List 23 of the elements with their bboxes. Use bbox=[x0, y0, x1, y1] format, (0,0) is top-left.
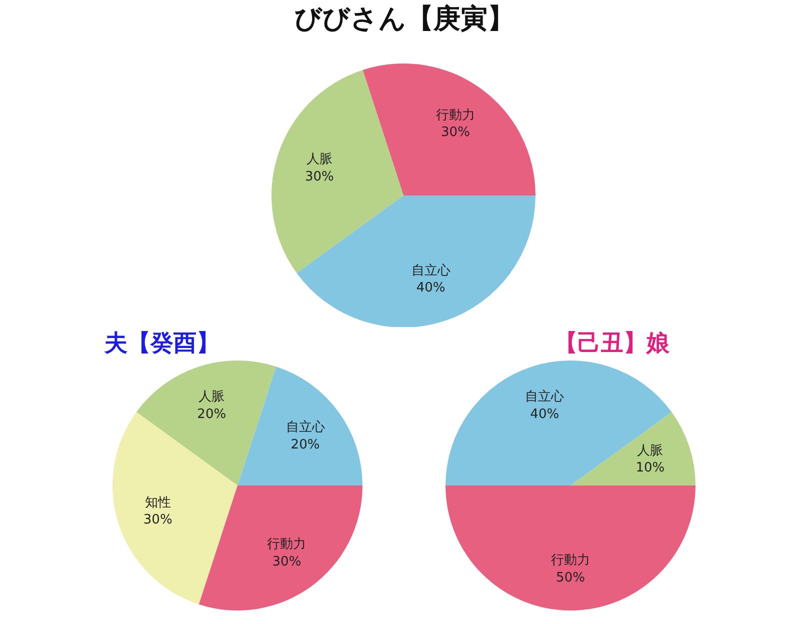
data-label: 40% bbox=[416, 280, 446, 296]
slice-label: 行動力 bbox=[551, 553, 590, 568]
data-label: 10% bbox=[636, 460, 665, 476]
slice-label: 人脈 bbox=[198, 390, 225, 405]
slice-label: 人脈 bbox=[306, 152, 332, 168]
data-label: 40% bbox=[530, 406, 560, 422]
slice-label: 人脈 bbox=[637, 443, 664, 458]
slice-label: 行動力 bbox=[436, 108, 475, 123]
slice-label: 自立心 bbox=[411, 262, 450, 278]
chart-title: 夫【癸酉】 bbox=[104, 330, 220, 356]
chart-title: びびさん【庚寅】 bbox=[294, 4, 514, 34]
data-label: 30% bbox=[441, 125, 470, 140]
data-label: 30% bbox=[272, 554, 302, 570]
data-label: 20% bbox=[290, 437, 320, 452]
data-label: 50% bbox=[556, 570, 585, 586]
data-label: 20% bbox=[197, 406, 226, 422]
data-label: 30% bbox=[304, 169, 334, 184]
slice-label: 行動力 bbox=[267, 537, 306, 552]
chart-title: 【己丑】娘 bbox=[554, 330, 670, 356]
slice-label: 自立心 bbox=[525, 388, 564, 405]
slice-label: 知性 bbox=[144, 495, 171, 510]
data-label: 30% bbox=[143, 512, 172, 528]
slice-label: 自立心 bbox=[286, 419, 325, 436]
